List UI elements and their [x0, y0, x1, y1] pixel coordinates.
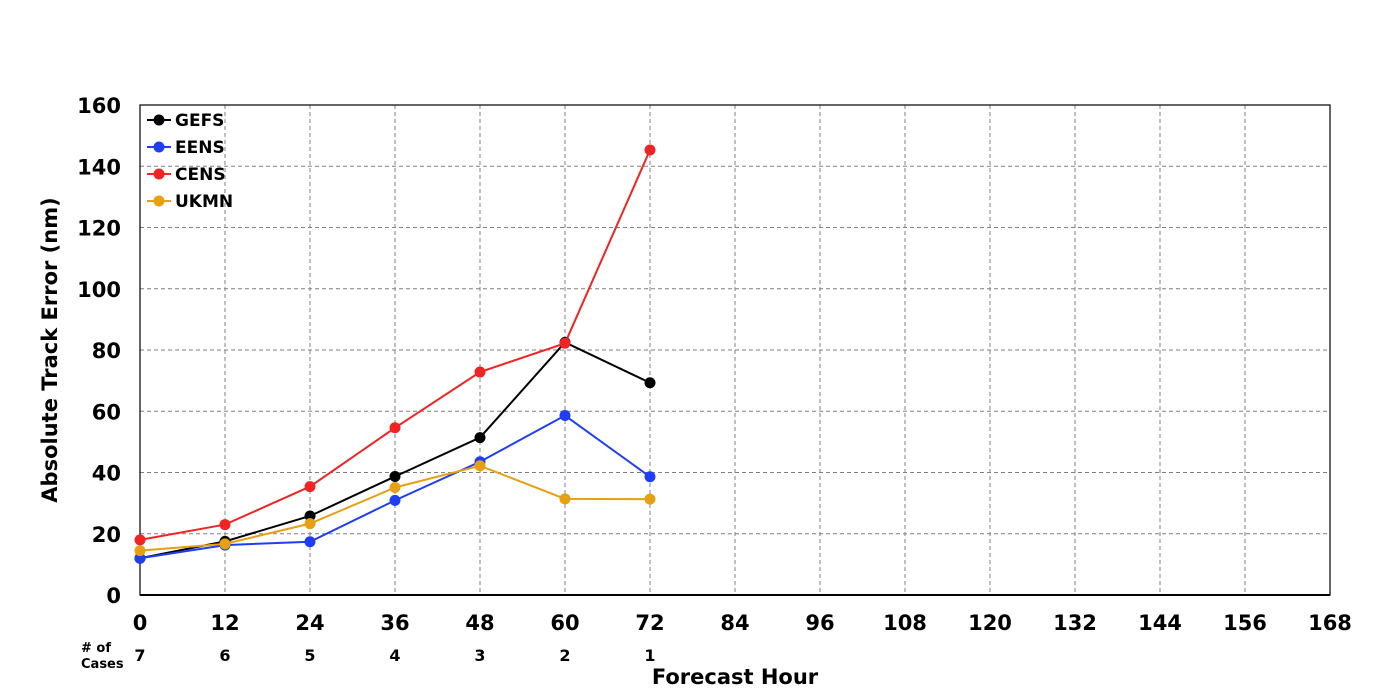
x-tick-label: 60 [550, 611, 579, 635]
legend-item-ukmn: UKMN [147, 192, 233, 212]
data-point-ukmn [219, 538, 231, 550]
series-lines [134, 144, 656, 564]
y-axis-label: Absolute Track Error (nm) [38, 197, 62, 502]
x-tick-label: 72 [635, 611, 664, 635]
data-point-gefs [474, 432, 486, 444]
x-tick-label: 48 [465, 611, 494, 635]
legend-marker-eens [153, 141, 165, 153]
y-tick-label: 60 [92, 400, 121, 424]
case-count: 7 [134, 646, 145, 665]
case-count: 1 [644, 646, 655, 665]
data-point-ukmn [644, 493, 656, 505]
y-tick-label: 140 [77, 155, 121, 179]
data-point-ukmn [474, 460, 486, 472]
case-count: 4 [389, 646, 400, 665]
x-tick-label: 168 [1308, 611, 1352, 635]
data-point-cens [134, 534, 146, 546]
legend-label-eens: EENS [175, 138, 225, 158]
data-point-ukmn [389, 482, 401, 494]
case-count: 6 [219, 646, 230, 665]
x-tick-label: 120 [968, 611, 1012, 635]
series-cens [134, 144, 656, 546]
series-ukmn [134, 460, 656, 557]
case-count: 3 [474, 646, 485, 665]
case-count: 2 [559, 646, 570, 665]
x-tick-labels: 0 12 24 36 48 60 72 84 96 108 120 132 144 156 168 [133, 611, 1352, 635]
legend-item-eens: EENS [147, 138, 225, 158]
case-count: 5 [304, 646, 315, 665]
x-tick-label: 96 [805, 611, 834, 635]
data-point-eens [304, 536, 316, 548]
data-point-cens [389, 422, 401, 434]
data-point-eens [389, 494, 401, 506]
y-tick-label: 160 [77, 94, 121, 118]
data-point-eens [559, 410, 571, 422]
data-point-gefs [389, 470, 401, 482]
x-tick-label: 84 [720, 611, 749, 635]
x-tick-label: 36 [380, 611, 409, 635]
legend-marker-cens [153, 168, 165, 180]
x-tick-label: 156 [1223, 611, 1267, 635]
x-tick-label: 144 [1138, 611, 1182, 635]
legend-label-gefs: GEFS [175, 111, 224, 131]
y-tick-label: 20 [92, 523, 121, 547]
legend-label-ukmn: UKMN [175, 192, 233, 212]
data-point-cens [559, 337, 571, 349]
legend: GEFS EENS CENS UKMN [147, 111, 233, 212]
y-tick-label: 80 [92, 339, 121, 363]
y-tick-label: 120 [77, 217, 121, 241]
legend-item-cens: CENS [147, 165, 226, 185]
grid-lines [140, 105, 1330, 595]
legend-label-cens: CENS [175, 165, 226, 185]
data-point-eens [134, 552, 146, 564]
data-point-eens [644, 471, 656, 483]
y-tick-label: 100 [77, 278, 121, 302]
x-axis-label: Forecast Hour [652, 665, 819, 689]
x-tick-label: 12 [210, 611, 239, 635]
x-tick-label: 24 [295, 611, 324, 635]
x-tick-label: 0 [133, 611, 148, 635]
y-tick-labels: 0 20 40 60 80 100 120 140 160 [77, 94, 121, 608]
data-point-cens [219, 519, 231, 531]
legend-marker-gefs [153, 114, 165, 126]
data-point-cens [304, 481, 316, 493]
legend-item-gefs: GEFS [147, 111, 224, 131]
y-tick-label: 40 [92, 462, 121, 486]
cases-row-label: # of [81, 641, 111, 656]
data-point-ukmn [134, 545, 146, 557]
legend-marker-ukmn [153, 195, 165, 207]
x-tick-label: 132 [1053, 611, 1097, 635]
data-point-cens [644, 144, 656, 156]
data-point-ukmn [559, 493, 571, 505]
data-point-ukmn [304, 518, 316, 530]
data-point-gefs [304, 510, 316, 522]
cases-row-label: Cases [81, 657, 124, 672]
data-point-gefs [644, 377, 656, 389]
y-tick-label: 0 [106, 584, 121, 608]
x-tick-label: 108 [883, 611, 927, 635]
data-point-cens [474, 366, 486, 378]
